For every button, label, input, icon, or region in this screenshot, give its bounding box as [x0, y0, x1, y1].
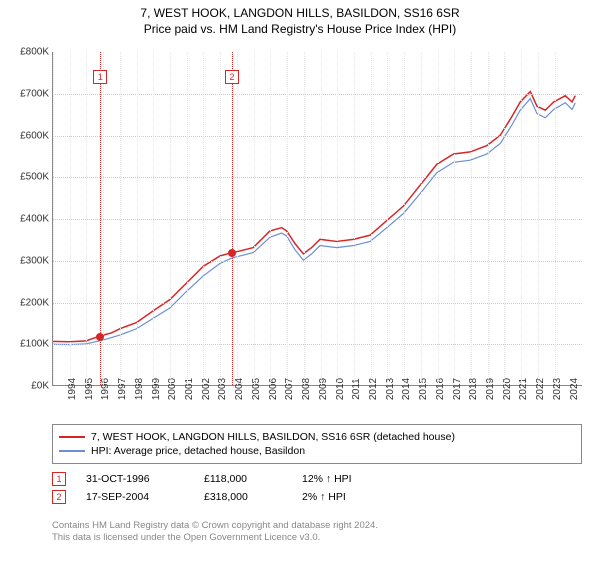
series-price_paid	[53, 92, 575, 342]
plot-background: £0K£100K£200K£300K£400K£500K£600K£700K£8…	[52, 52, 582, 386]
y-axis-label: £800K	[20, 47, 49, 58]
y-axis-label: £400K	[20, 214, 49, 225]
legend-swatch	[59, 436, 85, 438]
y-axis-label: £100K	[20, 339, 49, 350]
y-axis-label: £0K	[31, 381, 49, 392]
credits-line2: This data is licensed under the Open Gov…	[52, 532, 582, 544]
y-axis-label: £200K	[20, 297, 49, 308]
credits: Contains HM Land Registry data © Crown c…	[52, 520, 582, 545]
chart-plot-area: £0K£100K£200K£300K£400K£500K£600K£700K£8…	[52, 52, 582, 386]
chart-title-line1: 7, WEST HOOK, LANGDON HILLS, BASILDON, S…	[0, 6, 600, 22]
event-price: £318,000	[204, 491, 284, 503]
y-axis-label: £600K	[20, 130, 49, 141]
event-date: 17-SEP-2004	[86, 491, 186, 503]
y-axis-label: £700K	[20, 88, 49, 99]
event-marker-dot	[96, 333, 104, 341]
legend-label: HPI: Average price, detached house, Basi…	[91, 445, 305, 457]
event-row: 1 31-OCT-1996 £118,000 12% ↑ HPI	[52, 472, 582, 486]
event-row: 2 17-SEP-2004 £318,000 2% ↑ HPI	[52, 490, 582, 504]
event-marker-box: 1	[93, 70, 107, 84]
legend-swatch	[59, 450, 85, 452]
legend-row: 7, WEST HOOK, LANGDON HILLS, BASILDON, S…	[59, 431, 575, 443]
event-marker-dot	[228, 249, 236, 257]
chart-title-line2: Price paid vs. HM Land Registry's House …	[0, 22, 600, 36]
credits-line1: Contains HM Land Registry data © Crown c…	[52, 520, 582, 532]
chart-legend: 7, WEST HOOK, LANGDON HILLS, BASILDON, S…	[52, 424, 582, 464]
x-axis-label: 2024	[555, 378, 580, 400]
event-price: £118,000	[204, 473, 284, 485]
event-marker-box: 2	[225, 70, 239, 84]
event-delta: 12% ↑ HPI	[302, 473, 382, 485]
chart-container: 7, WEST HOOK, LANGDON HILLS, BASILDON, S…	[0, 6, 600, 566]
legend-label: 7, WEST HOOK, LANGDON HILLS, BASILDON, S…	[91, 431, 455, 443]
events-table: 1 31-OCT-1996 £118,000 12% ↑ HPI 2 17-SEP-200…	[52, 468, 582, 508]
event-number-box: 1	[52, 472, 66, 486]
event-delta: 2% ↑ HPI	[302, 491, 382, 503]
y-axis-label: £300K	[20, 255, 49, 266]
event-number-box: 2	[52, 490, 66, 504]
event-date: 31-OCT-1996	[86, 473, 186, 485]
legend-row: HPI: Average price, detached house, Basi…	[59, 445, 575, 457]
y-axis-label: £500K	[20, 172, 49, 183]
